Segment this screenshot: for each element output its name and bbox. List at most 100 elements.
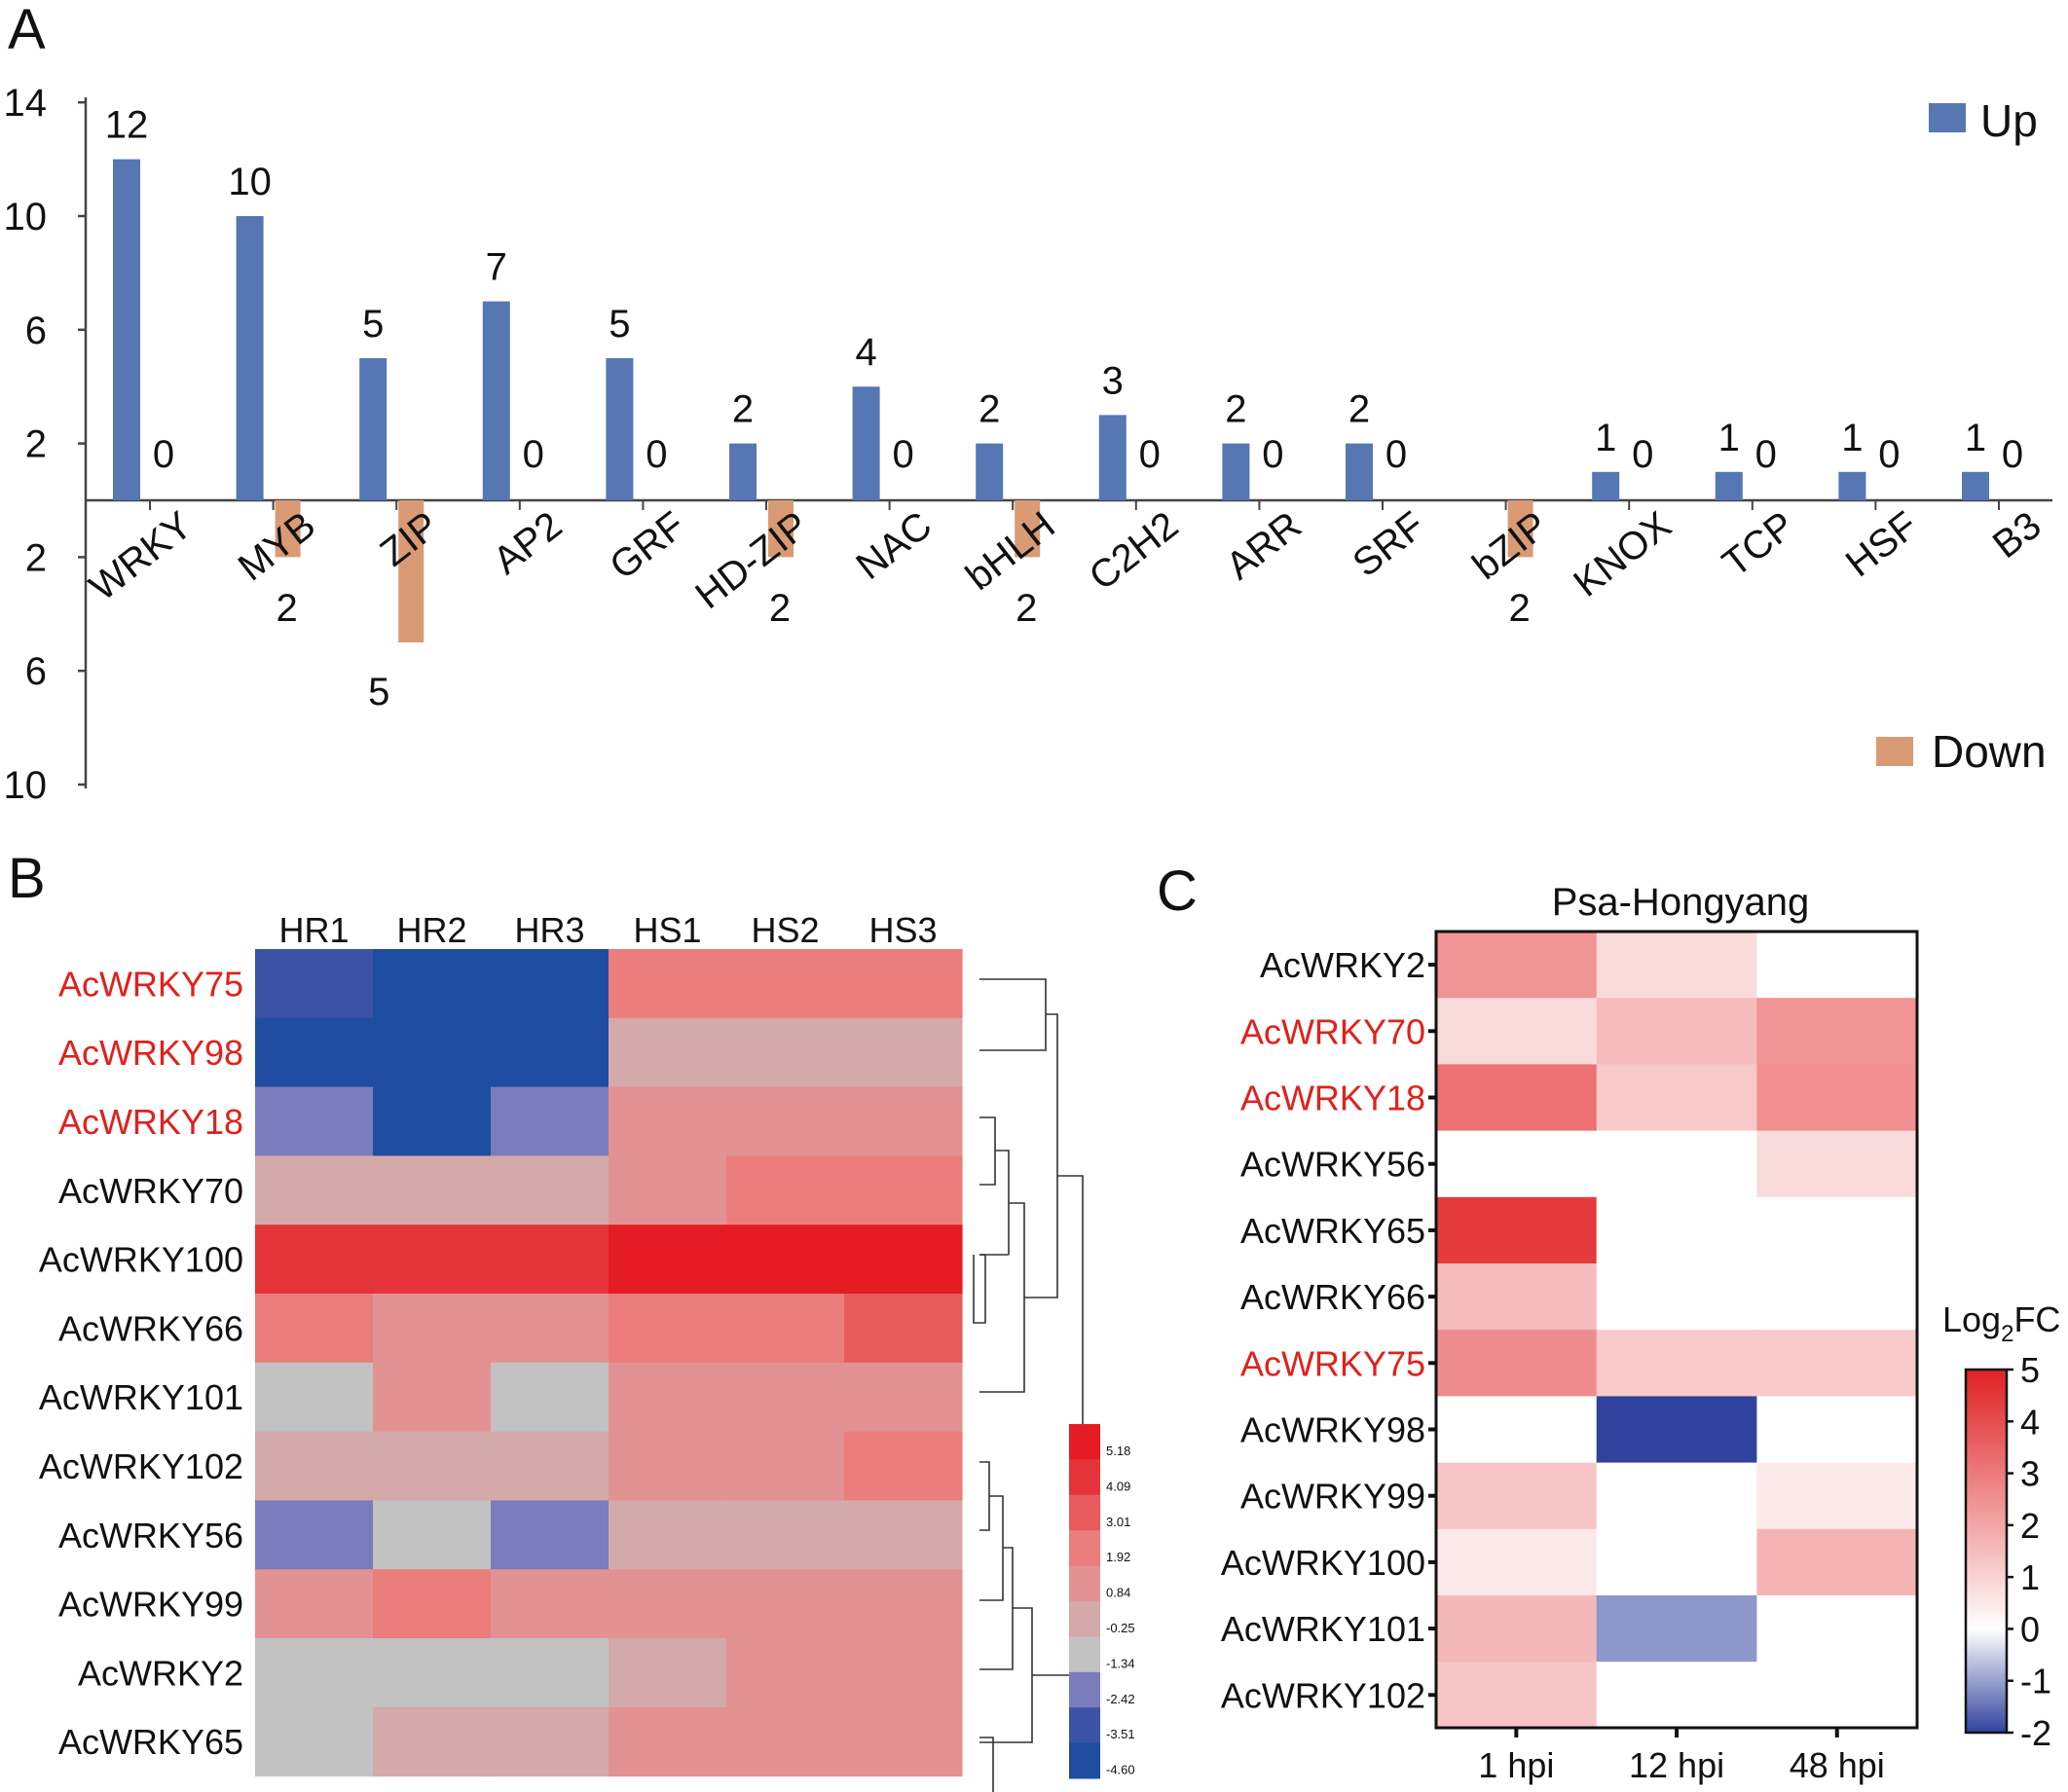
b-row-label: AcWRKY75 [58,964,243,1004]
c-row-label: AcWRKY100 [1221,1543,1425,1583]
c-cell [1596,1396,1757,1464]
b-cell [726,1500,845,1570]
a-bar-up [113,159,140,500]
b-cell [609,1086,727,1156]
c-row-label: AcWRKY99 [1240,1477,1425,1517]
a-category-label: HD-ZIP [687,503,816,617]
b-cell [844,1638,963,1708]
b-dendrogram [973,978,1084,1792]
c-cell [1596,1263,1757,1331]
a-up-label: 3 [1102,359,1124,402]
a-bar-up [1592,471,1620,500]
a-ytick-label: 2 [25,423,47,466]
b-colorbar-segment [1069,1565,1100,1602]
a-ytick-label: 2 [25,536,47,579]
a-up-label: 1 [1965,417,1986,459]
b-cell [844,1569,963,1639]
c-cell [1756,1064,1918,1132]
b-colorbar-label: -2.42 [1106,1692,1135,1706]
b-cell [844,1294,963,1364]
b-row-label: AcWRKY102 [39,1446,243,1486]
b-cell [726,1362,845,1433]
a-up-label: 5 [609,303,630,346]
b-cell [609,1155,727,1225]
a-category-label: SRF [1345,503,1432,585]
c-row-label: AcWRKY56 [1240,1145,1425,1185]
c-cell [1436,1662,1598,1729]
b-colorbar-label: 3.01 [1106,1515,1130,1529]
c-cell [1596,1462,1757,1530]
b-cell [255,1225,374,1295]
c-cell [1436,1330,1598,1397]
b-cell [255,1086,374,1156]
c-cell [1596,1528,1757,1596]
a-bar-down [1015,500,1041,558]
c-cell [1756,998,1918,1065]
legend-up-swatch [1929,103,1966,132]
c-colorbar-label: 1 [2020,1557,2040,1597]
b-cell [373,1017,492,1088]
a-up-label: 5 [362,303,384,346]
b-cell [844,1706,963,1777]
c-cell [1596,932,1757,999]
a-bar-up [1962,471,1989,500]
b-cell [491,1569,609,1639]
b-cell [373,1155,492,1225]
a-down-label: 2 [1508,587,1530,630]
c-colorbar-title: Log2FC [1942,1299,2060,1347]
b-cell [726,1569,845,1639]
a-up-label: 2 [732,388,754,431]
b-colorbar-segment [1069,1707,1100,1744]
a-bar-down [1507,500,1533,558]
c-column-label: 12 hpi [1629,1745,1724,1785]
b-row-label: AcWRKY98 [58,1033,243,1073]
a-bar-down [275,500,301,558]
b-cell [255,1706,374,1777]
b-cell [609,1362,727,1433]
b-column-label: HS3 [868,910,937,950]
c-row-label: AcWRKY98 [1240,1410,1425,1450]
b-cell [491,1294,609,1364]
b-row-label: AcWRKY65 [58,1722,243,1762]
c-colorbar-label: 3 [2020,1454,2040,1494]
a-down-label: 0 [1385,433,1407,476]
b-colorbar-segment [1069,1459,1100,1496]
b-cell [255,1017,374,1088]
a-category-label: C2H2 [1082,503,1187,599]
b-cell [726,1638,845,1708]
a-ytick-label: 10 [4,196,48,238]
a-bar-up [606,358,634,500]
legend-up-label: Up [1980,95,2038,146]
c-row-label: AcWRKY18 [1240,1079,1425,1118]
c-cell [1756,1130,1918,1198]
a-down-label: 0 [2002,433,2023,476]
b-cell [255,1638,374,1708]
b-cell [491,1362,609,1433]
b-cell [255,949,374,1019]
c-colorbar-label: -2 [2020,1713,2051,1753]
a-category-label: WRKY [82,503,201,609]
c-cell [1436,1462,1598,1530]
c-column-label: 48 hpi [1790,1745,1885,1785]
b-cell [726,1431,845,1501]
a-bar-up [976,443,1004,500]
panel-c-label: C [1157,859,1198,923]
c-cell [1596,1064,1757,1132]
a-down-label: 2 [1016,587,1037,630]
a-down-label: 0 [1755,433,1777,476]
c-colorbar [1964,1368,2009,1735]
b-cell [609,1569,727,1639]
b-cell [491,1500,609,1570]
b-cell [609,1431,727,1501]
b-cell [373,1294,492,1364]
b-cell [844,1155,963,1225]
legend-down-label: Down [1932,726,2047,777]
b-column-label: HS1 [633,910,701,950]
panel-b-label: B [8,847,46,910]
b-colorbar-segment [1069,1424,1100,1460]
b-cell [726,1225,845,1295]
b-cell [373,1362,492,1433]
c-cell [1436,1528,1598,1596]
b-row-label: AcWRKY66 [58,1308,243,1348]
